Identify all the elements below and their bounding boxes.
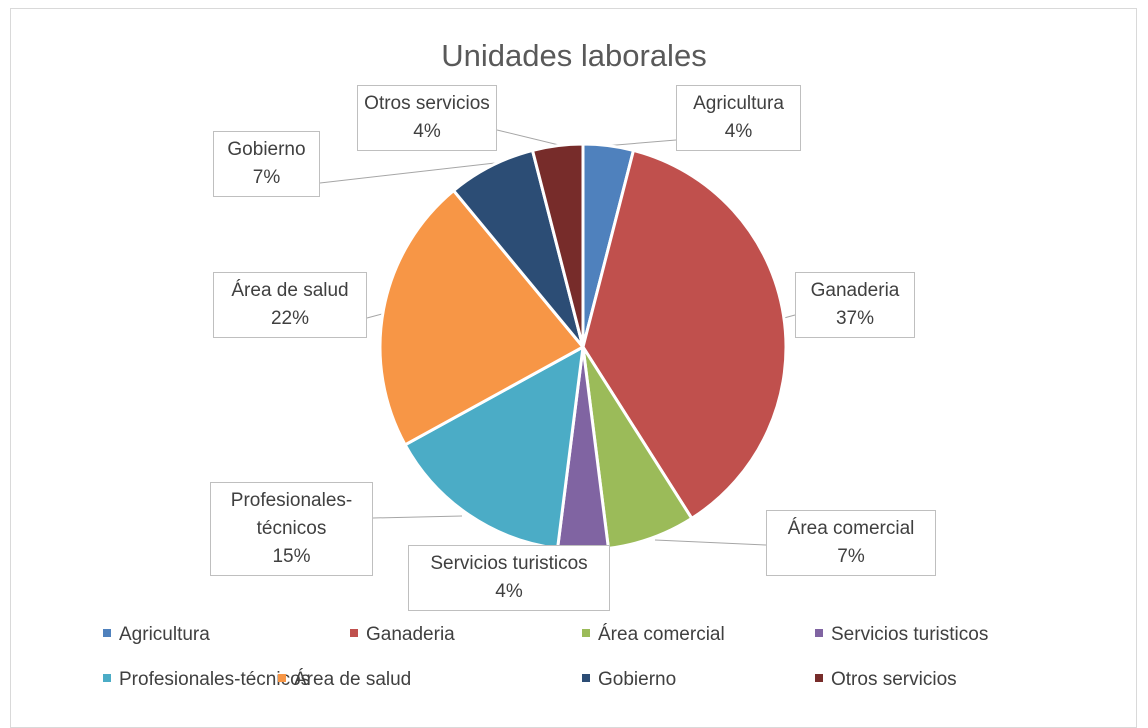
leader-line	[496, 129, 564, 147]
legend-item: Profesionales-técnicos	[103, 669, 310, 691]
legend-marker	[815, 674, 823, 682]
legend-label: Profesionales-técnicos	[119, 669, 311, 690]
legend-marker	[582, 674, 590, 682]
data-label-name: Área de salud	[231, 280, 349, 301]
data-label-name: Servicios turisticos	[430, 553, 588, 574]
data-label-value: 22%	[270, 308, 310, 329]
data-label: Otros servicios 4%	[357, 85, 497, 151]
data-label: Profesionales-técnicos 15%	[210, 482, 373, 576]
leader-line	[783, 314, 796, 319]
data-label-value: 37%	[835, 308, 875, 329]
data-label-value: 15%	[272, 546, 311, 567]
chart-title: Unidades laborales	[441, 38, 707, 73]
legend-label: Área de salud	[294, 669, 412, 690]
data-label-name: Gobierno	[227, 139, 306, 160]
pie-slice	[378, 189, 585, 447]
legend-marker	[103, 674, 111, 682]
legend-marker	[350, 629, 358, 637]
legend-label: Gobierno	[598, 669, 677, 690]
data-label-value: 7%	[837, 546, 865, 567]
data-label-value: 4%	[724, 121, 753, 142]
data-label-name: Profesionales-técnicos	[230, 490, 353, 539]
data-label: Ganaderia 37%	[795, 272, 915, 338]
leader-line	[372, 515, 463, 519]
legend-item: Servicios turisticos	[815, 624, 988, 646]
legend-item: Otros servicios	[815, 669, 957, 691]
data-label: Servicios turisticos 4%	[408, 545, 610, 611]
data-label-value: 4%	[495, 581, 523, 602]
leader-line	[319, 162, 496, 184]
leader-line	[603, 139, 677, 147]
legend-item: Gobierno	[582, 669, 676, 691]
chart	[319, 129, 796, 552]
data-label: Agricultura 4%	[676, 85, 801, 151]
pie-slice	[531, 142, 585, 349]
data-label: Gobierno 7%	[213, 131, 320, 197]
legend-marker	[103, 629, 111, 637]
page: {"chart_data": {"type": "pie", "title": …	[10, 8, 1137, 728]
legend-item: Agricultura	[103, 624, 210, 646]
data-label: Área de salud 22%	[213, 272, 367, 338]
legend-item: Área comercial	[582, 624, 725, 646]
data-label-name: Área comercial	[787, 518, 915, 539]
legend-marker	[582, 629, 590, 637]
legend-label: Otros servicios	[831, 669, 957, 690]
legend-label: Ganaderia	[366, 624, 455, 645]
data-label-name: Otros servicios	[364, 93, 490, 114]
data-label-name: Agricultura	[693, 93, 784, 114]
leader-line	[654, 539, 767, 546]
data-label-name: Ganaderia	[810, 280, 900, 301]
data-label: Área comercial 7%	[766, 510, 936, 576]
legend-item: Área de salud	[278, 669, 411, 691]
legend-label: Área comercial	[598, 624, 725, 645]
data-label-value: 7%	[252, 167, 281, 188]
legend-label: Agricultura	[119, 624, 210, 645]
legend-item: Ganaderia	[350, 624, 455, 646]
legend-label: Servicios turisticos	[831, 624, 989, 645]
data-label-value: 4%	[413, 121, 441, 142]
leader-line	[366, 313, 383, 319]
legend-marker	[815, 629, 823, 637]
legend-marker	[278, 674, 286, 682]
